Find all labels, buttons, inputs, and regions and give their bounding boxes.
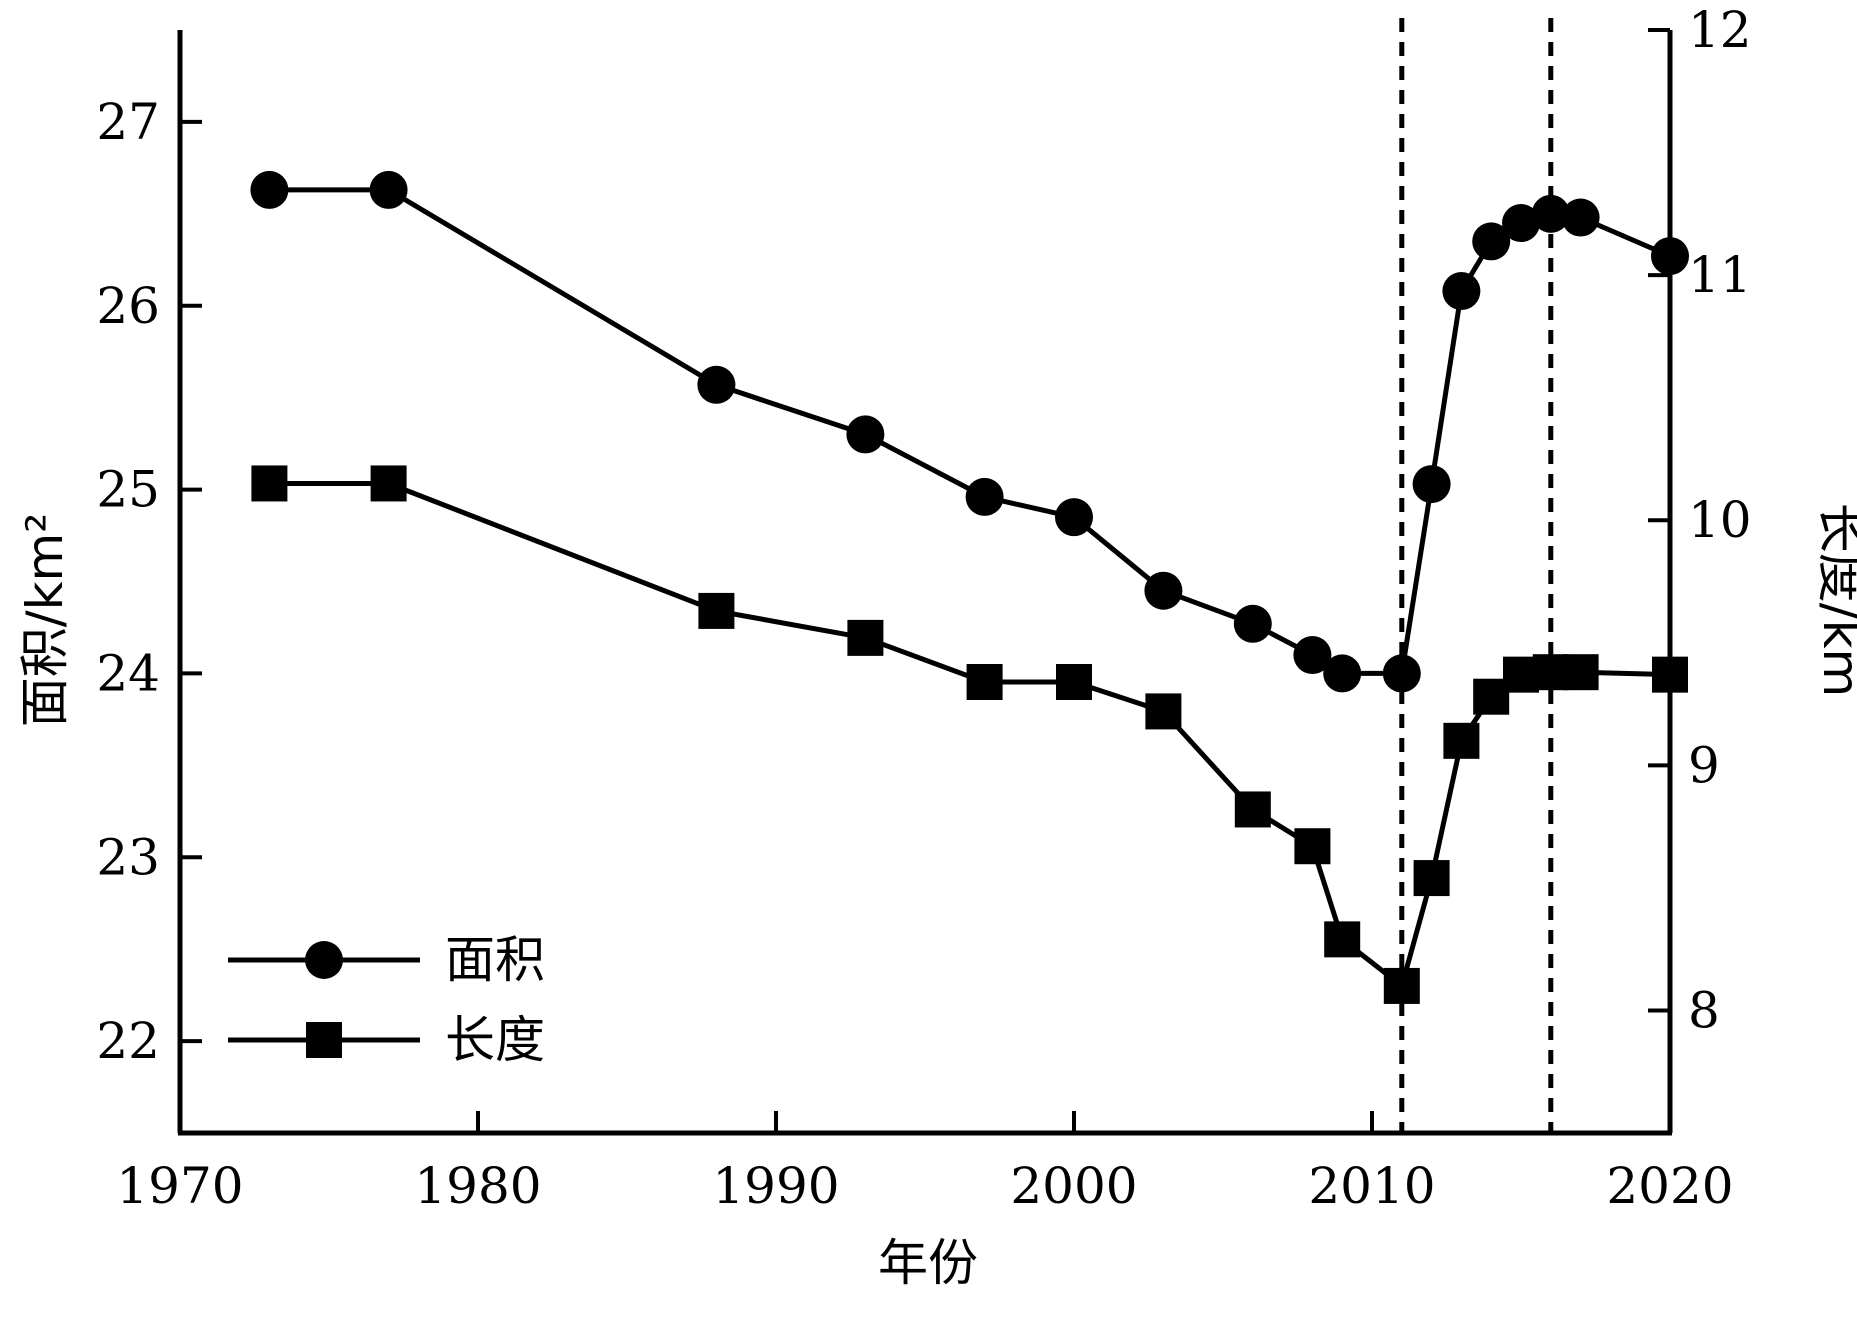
legend-item-length: 长度 [228,1011,545,1069]
data-point-circle [1382,654,1421,693]
data-point-square [370,465,407,502]
legend-label-area: 面积 [445,931,545,989]
y-left-tick-label: 22 [96,1012,160,1070]
y-left-tick-label: 25 [96,461,160,519]
y-left-axis-title: 面积/km² [16,513,74,728]
y-right-tick-label: 10 [1688,491,1752,549]
x-tick-label: 1970 [116,1157,243,1215]
legend-circle-marker [305,941,343,979]
x-axis-title: 年份 [878,1234,978,1292]
series-markers [250,170,1689,1004]
data-point-circle [1233,604,1272,643]
y-left-tick-label: 23 [96,828,160,886]
data-point-circle [697,365,736,404]
data-point-circle [1472,222,1511,261]
data-point-circle [1144,571,1183,610]
legend-label-length: 长度 [445,1011,545,1069]
y-right-axis-title: 长度/km [1812,503,1857,698]
data-point-square [1234,791,1271,828]
data-point-square [1383,967,1420,1004]
y-left-tick-label: 26 [96,277,160,335]
data-point-square [1145,693,1182,730]
data-point-circle [1412,465,1451,504]
x-tick-label: 2020 [1606,1157,1733,1215]
data-point-square [1056,663,1092,700]
legend-square-marker [306,1022,342,1058]
data-point-square [1443,722,1480,759]
data-point-square [1413,860,1450,897]
data-point-circle [1055,498,1093,537]
y-right-tick-label: 8 [1688,981,1720,1039]
data-point-square [847,619,884,656]
data-point-circle [369,170,408,209]
y-right-tick-label: 11 [1688,246,1752,304]
data-point-square [1294,828,1331,865]
data-point-circle [1502,204,1540,243]
data-point-square [1562,654,1599,691]
data-point-square [251,465,288,502]
x-tick-label: 1980 [414,1157,541,1215]
data-point-circle [965,477,1004,516]
x-tick-label: 2010 [1308,1157,1435,1215]
data-point-circle [1323,654,1362,693]
data-point-circle [1531,194,1570,233]
y-left-tick-label: 24 [96,644,160,702]
legend-item-area: 面积 [228,931,545,989]
y-right-tick-label: 12 [1688,1,1752,59]
data-point-square [966,663,1003,700]
y-left-tick-label: 27 [96,93,160,151]
x-tick-label: 1990 [712,1157,839,1215]
data-point-square [698,592,735,629]
data-point-circle [250,170,289,209]
y-right-tick-label: 9 [1688,736,1720,794]
series-line-0 [269,187,1671,676]
vertical-dashed-lines [1399,18,1554,1133]
data-point-square [1324,921,1361,958]
data-point-circle [846,415,885,454]
x-tick-label: 2000 [1010,1157,1137,1215]
data-point-circle [1293,636,1332,675]
legend: 面积 长度 [228,931,545,1069]
ticks: 1970 1980 1990 2000 2010 2020 22 23 24 25 26 27 8 9 10… [96,1,1751,1215]
data-point-circle [1442,272,1481,311]
data-point-circle [1561,198,1600,237]
axes [177,30,1673,1136]
